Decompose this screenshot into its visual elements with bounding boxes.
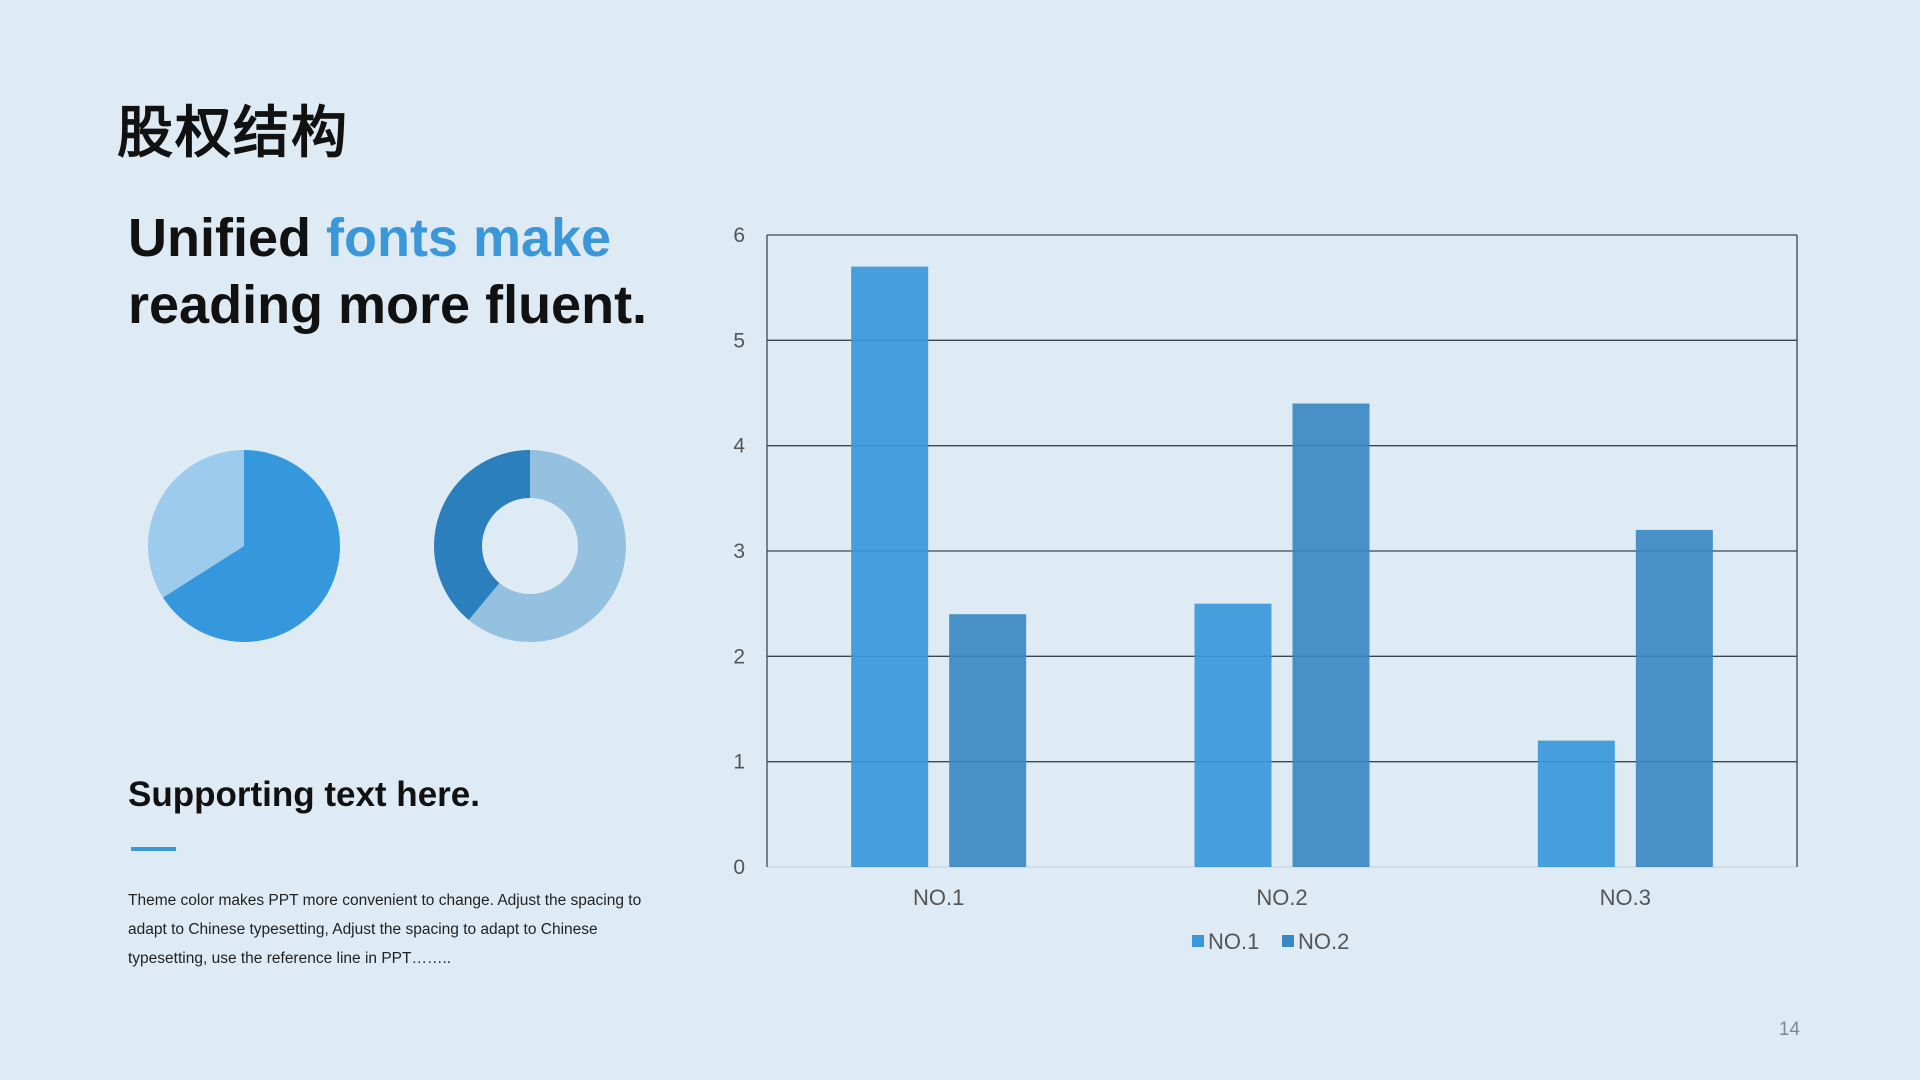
legend-swatch [1282, 935, 1294, 947]
accent-divider [131, 847, 176, 851]
bar-2-no3 [1635, 529, 1713, 867]
x-tick-label: NO.3 [1600, 885, 1651, 910]
donut-chart [430, 446, 630, 646]
donut-slice-2 [434, 450, 530, 620]
headline-part2: reading more fluent. [128, 275, 648, 335]
y-tick-label: 3 [733, 540, 745, 563]
pie-chart [144, 446, 344, 646]
pie-slice-2 [148, 450, 244, 598]
bar-1-no3 [1537, 740, 1615, 867]
headline: Unified fonts make reading more fluent. [128, 205, 728, 339]
x-tick-label: NO.2 [1256, 885, 1307, 910]
y-tick-label: 0 [733, 856, 745, 879]
y-tick-label: 6 [733, 224, 745, 247]
y-tick-label: 2 [733, 645, 745, 668]
y-tick-label: 4 [733, 435, 745, 458]
bar-2-no1 [949, 614, 1027, 867]
page-number: 14 [1778, 1019, 1800, 1040]
legend-label: NO.2 [1298, 929, 1349, 954]
pie-slice-1 [162, 450, 340, 642]
donut-hole [482, 498, 578, 594]
legend-swatch [1192, 935, 1204, 947]
body-text: Theme color makes PPT more convenient to… [128, 892, 642, 967]
headline-part1: Unified [128, 208, 326, 268]
y-tick-label: 5 [733, 329, 745, 352]
supporting-title: Supporting text here. [128, 775, 480, 814]
slide-title: 股权结构 [117, 101, 349, 166]
bar-1-no2 [1194, 603, 1272, 867]
bar-1-no1 [851, 266, 929, 868]
x-tick-label: NO.1 [913, 885, 964, 910]
headline-accent: fonts make [326, 208, 612, 268]
y-tick-label: 1 [733, 751, 745, 774]
legend-label: NO.1 [1208, 929, 1259, 954]
bar-2-no2 [1292, 403, 1370, 867]
